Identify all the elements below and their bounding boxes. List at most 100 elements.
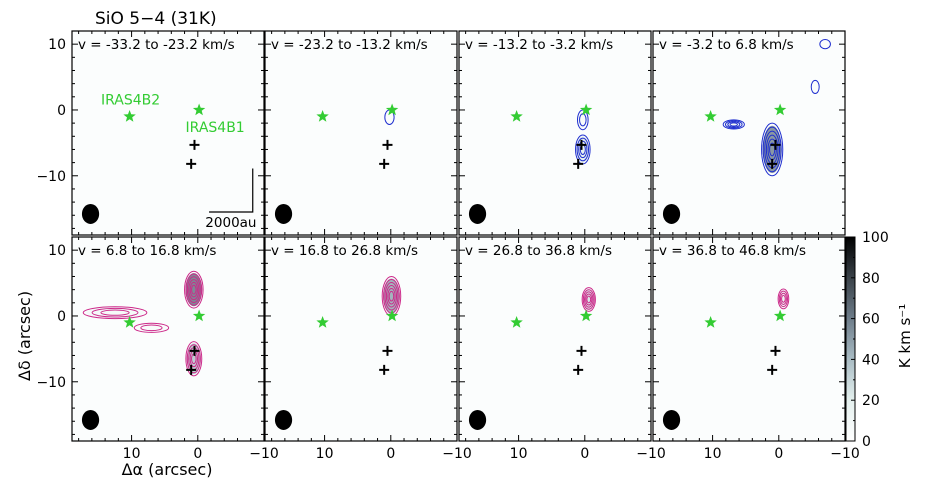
- source-star-iras4b2: [123, 316, 136, 328]
- contour-level: [581, 287, 596, 312]
- contour-level: [777, 288, 790, 310]
- channel-label: v = 36.8 to 46.8 km/s: [659, 243, 806, 259]
- contour-level: [584, 291, 594, 308]
- beam-ellipse: [81, 203, 100, 224]
- scalebar-label: 2000au: [205, 215, 256, 231]
- protostar-cross: [576, 345, 587, 356]
- channel-panel-7: v = 26.8 to 36.8 km/s 10 0 −10: [458, 236, 666, 462]
- x-tick-label: −10: [636, 446, 666, 462]
- protostar-cross: [770, 345, 781, 356]
- emission-contours: [722, 39, 831, 177]
- panel-grid: v = -33.2 to -23.2 km/s 10 0 −10 IRAS4B2 IRAS…: [36, 30, 860, 462]
- x-tick-label: −10: [249, 446, 279, 462]
- channel-panel-1: v = -33.2 to -23.2 km/s 10 0 −10 IRAS4B2 IRAS…: [36, 30, 265, 236]
- emission-fill: [762, 125, 782, 174]
- panel-frame: [264, 30, 458, 236]
- channel-label: v = -3.2 to 6.8 km/s: [659, 37, 794, 53]
- channel-label: v = 6.8 to 16.8 km/s: [78, 243, 216, 259]
- x-tick-label: 10: [123, 446, 141, 462]
- beam-ellipse: [274, 203, 293, 224]
- contour-level: [586, 295, 592, 304]
- panel-background: [72, 31, 264, 235]
- x-axis-label: Δα (arcsec): [122, 460, 213, 479]
- contour-level: [82, 306, 148, 320]
- contour-level: [722, 119, 745, 130]
- source-star-iras4b2: [510, 316, 523, 328]
- channel-label: v = -13.2 to -3.2 km/s: [465, 37, 613, 53]
- y-tick-label: 0: [57, 309, 66, 325]
- panel-background: [72, 237, 264, 441]
- emission-contours: [581, 287, 596, 312]
- y-axis-label: Δδ (arcsec): [15, 291, 34, 381]
- colorbar-tick-label: 60: [862, 312, 880, 328]
- x-tick-label: 0: [386, 446, 395, 462]
- channel-panel-5: v = 6.8 to 16.8 km/s 10 0 −10 10 0 −10: [36, 236, 279, 462]
- x-tick-label: 0: [193, 446, 202, 462]
- beam-ellipse: [274, 409, 293, 430]
- x-tick-label: 0: [580, 446, 589, 462]
- protostar-cross: [186, 364, 197, 375]
- colorbar-tick-label: 20: [862, 393, 880, 409]
- source-star-iras4b2: [316, 316, 329, 328]
- contour-level: [91, 307, 139, 318]
- colorbar-label: K km s⁻¹: [896, 304, 914, 368]
- source-star-iras4b1: [579, 103, 593, 116]
- y-tick-label: −10: [36, 169, 66, 185]
- y-tick-label: −10: [36, 375, 66, 391]
- beam-ellipse: [662, 409, 681, 430]
- beam-ellipse: [468, 409, 487, 430]
- protostar-cross: [767, 158, 778, 169]
- source-star-iras4b2: [510, 110, 523, 122]
- colorbar-tick-label: 100: [862, 230, 889, 246]
- contour-level: [185, 341, 203, 377]
- contour-level: [585, 293, 593, 306]
- panel-frame: [71, 236, 265, 442]
- x-tick-label: −10: [442, 446, 472, 462]
- panel-frame: [458, 236, 652, 442]
- protostar-cross: [576, 139, 587, 150]
- contour-level: [189, 281, 198, 298]
- x-tick-label: −10: [830, 446, 860, 462]
- source-star-iras4b2: [316, 110, 329, 122]
- channel-panel-2: v = -23.2 to -13.2 km/s: [264, 30, 458, 236]
- contour-level: [576, 137, 590, 162]
- x-tick-label: 10: [316, 446, 334, 462]
- y-tick-label: 10: [48, 37, 66, 53]
- contour-level: [140, 324, 163, 332]
- panel-background: [459, 237, 651, 441]
- source-star-iras4b1: [773, 309, 787, 322]
- panel-frame: [71, 30, 265, 236]
- colorbar-tick-label: 0: [862, 434, 871, 450]
- source-label-iras4b2: IRAS4B2: [101, 93, 160, 109]
- channel-label: v = 16.8 to 26.8 km/s: [271, 243, 418, 259]
- source-star-iras4b2: [704, 316, 717, 328]
- contour-level: [819, 39, 831, 50]
- emission-fill: [811, 81, 819, 93]
- scalebar: [209, 168, 254, 213]
- colorbar: 0 20 40 60 80 100: [845, 230, 889, 450]
- contour-level: [388, 290, 395, 302]
- source-star-iras4b1: [385, 309, 399, 322]
- source-star-iras4b1: [192, 103, 206, 116]
- panel-frame: [652, 30, 846, 236]
- contour-level: [133, 322, 170, 333]
- panel-frame: [264, 236, 458, 442]
- source-star-iras4b1: [385, 103, 399, 116]
- protostar-cross: [770, 139, 781, 150]
- contour-level: [729, 122, 738, 127]
- channel-panel-3: v = -13.2 to -3.2 km/s: [458, 30, 652, 236]
- x-tick-label: 0: [774, 446, 783, 462]
- contour-level: [185, 273, 203, 306]
- contour-level: [384, 281, 399, 311]
- panel-background: [459, 31, 651, 235]
- y-tick-label: 0: [57, 103, 66, 119]
- emission-fill: [185, 273, 203, 307]
- figure-title: SiO 5−4 (31K): [95, 9, 217, 29]
- contour-level: [778, 290, 789, 308]
- y-tick-label: 10: [48, 243, 66, 259]
- contour-level: [100, 309, 130, 316]
- panel-background: [653, 237, 845, 441]
- contour-level: [188, 279, 200, 301]
- beam-ellipse: [662, 203, 681, 224]
